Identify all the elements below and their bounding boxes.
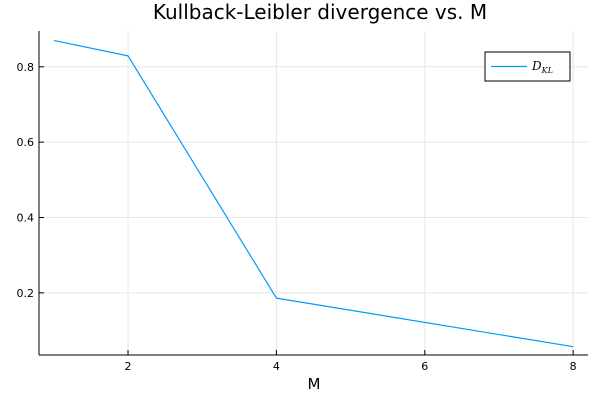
y-tick-label: 0.2 [17, 287, 35, 300]
plot-area: 2 4 6 8 0.2 0.4 0.6 0.8 [17, 31, 588, 373]
x-tick-label: 4 [273, 360, 280, 373]
legend: DKL [484, 51, 571, 82]
series-line-dkl [53, 39, 574, 348]
x-axis-label: M [308, 375, 321, 393]
legend-symbol: D [531, 59, 542, 73]
y-tick-label: 0.4 [17, 211, 35, 224]
x-tick-label: 8 [570, 360, 577, 373]
y-tick-label: 0.8 [17, 61, 35, 74]
chart-title: Kullback-Leibler divergence vs. M [153, 0, 487, 24]
x-tick-label: 2 [125, 360, 132, 373]
legend-entry-label: DKL [531, 59, 553, 75]
legend-subscript: KL [541, 66, 553, 75]
x-tick-label: 6 [421, 360, 428, 373]
y-tick-label: 0.6 [17, 136, 35, 149]
